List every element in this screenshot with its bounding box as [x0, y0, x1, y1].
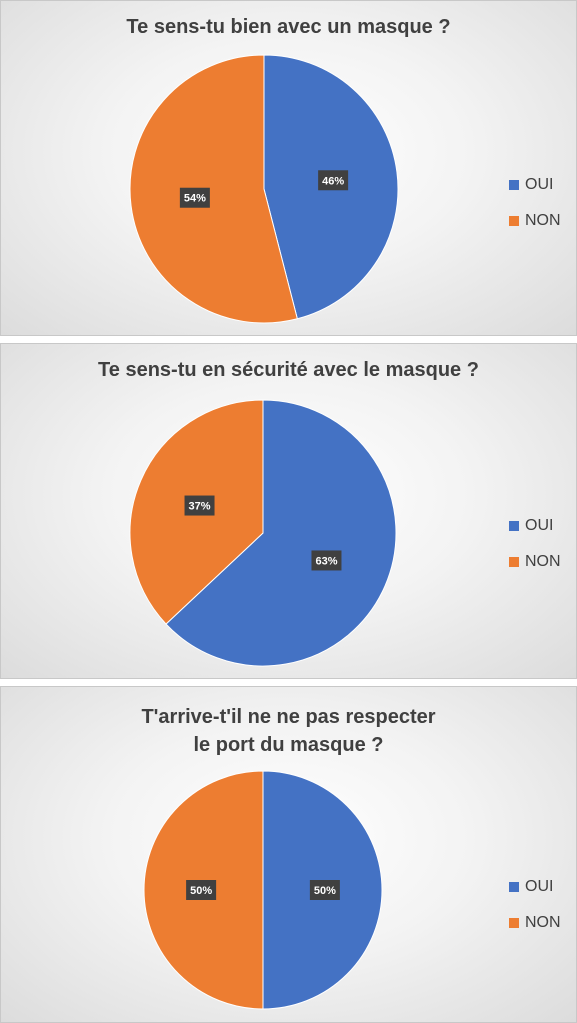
- pie-slice-non: [129, 54, 298, 324]
- legend-item-oui: OUI: [509, 175, 561, 195]
- chart-legend: OUI NON: [509, 516, 561, 588]
- pie-chart: 46% 54%: [129, 54, 399, 324]
- legend-item-oui: OUI: [509, 516, 561, 536]
- legend-swatch-oui: [509, 882, 519, 892]
- data-label-oui: 63%: [311, 550, 342, 571]
- data-label-box: [311, 550, 342, 571]
- legend-label-oui: OUI: [525, 517, 554, 534]
- data-label-box: [184, 495, 215, 516]
- legend-swatch-non: [509, 216, 519, 226]
- chart-title: T'arrive-t'il ne ne pas respecter le por…: [141, 706, 436, 756]
- data-label-non: 50%: [186, 880, 217, 900]
- legend-label-non: NON: [525, 212, 561, 229]
- data-label-text: 63%: [315, 555, 337, 567]
- data-label-text: 37%: [189, 501, 211, 513]
- data-label-box: [318, 170, 349, 191]
- legend-item-non: NON: [509, 913, 561, 933]
- data-label-oui: 50%: [309, 880, 340, 900]
- data-label-box: [186, 880, 217, 900]
- chart-legend: OUI NON: [509, 175, 561, 247]
- legend-label-oui: OUI: [525, 878, 554, 895]
- legend-item-oui: OUI: [509, 877, 561, 897]
- chart-panel-1: Te sens-tu bien avec un masque ? 46% 54% …: [0, 0, 577, 336]
- data-label-text: 50%: [314, 885, 336, 897]
- chart-title: Te sens-tu bien avec un masque ?: [126, 16, 451, 38]
- legend-item-non: NON: [509, 211, 561, 231]
- legend-label-non: NON: [525, 553, 561, 570]
- chart-panel-3: T'arrive-t'il ne ne pas respecter le por…: [0, 686, 577, 1023]
- data-label-text: 50%: [190, 885, 212, 897]
- data-label-box: [309, 880, 340, 900]
- data-label-non: 37%: [184, 495, 215, 516]
- data-label-text: 54%: [184, 193, 206, 205]
- data-label-oui: 46%: [318, 170, 349, 191]
- data-label-text: 46%: [322, 175, 344, 187]
- legend-swatch-oui: [509, 521, 519, 531]
- pie-slice-oui: [165, 399, 397, 667]
- legend-label-non: NON: [525, 914, 561, 931]
- chart-panel-2: Te sens-tu en sécurité avec le masque ? …: [0, 343, 577, 679]
- legend-label-oui: OUI: [525, 176, 554, 193]
- data-label-non: 54%: [179, 187, 210, 208]
- chart-title: Te sens-tu en sécurité avec le masque ?: [98, 359, 479, 381]
- pie-chart: 63% 37%: [129, 399, 397, 667]
- data-label-box: [179, 187, 210, 208]
- legend-item-non: NON: [509, 552, 561, 572]
- legend-swatch-non: [509, 557, 519, 567]
- legend-swatch-non: [509, 918, 519, 928]
- legend-swatch-oui: [509, 180, 519, 190]
- pie-chart: 50% 50%: [143, 770, 383, 1010]
- chart-legend: OUI NON: [509, 877, 561, 949]
